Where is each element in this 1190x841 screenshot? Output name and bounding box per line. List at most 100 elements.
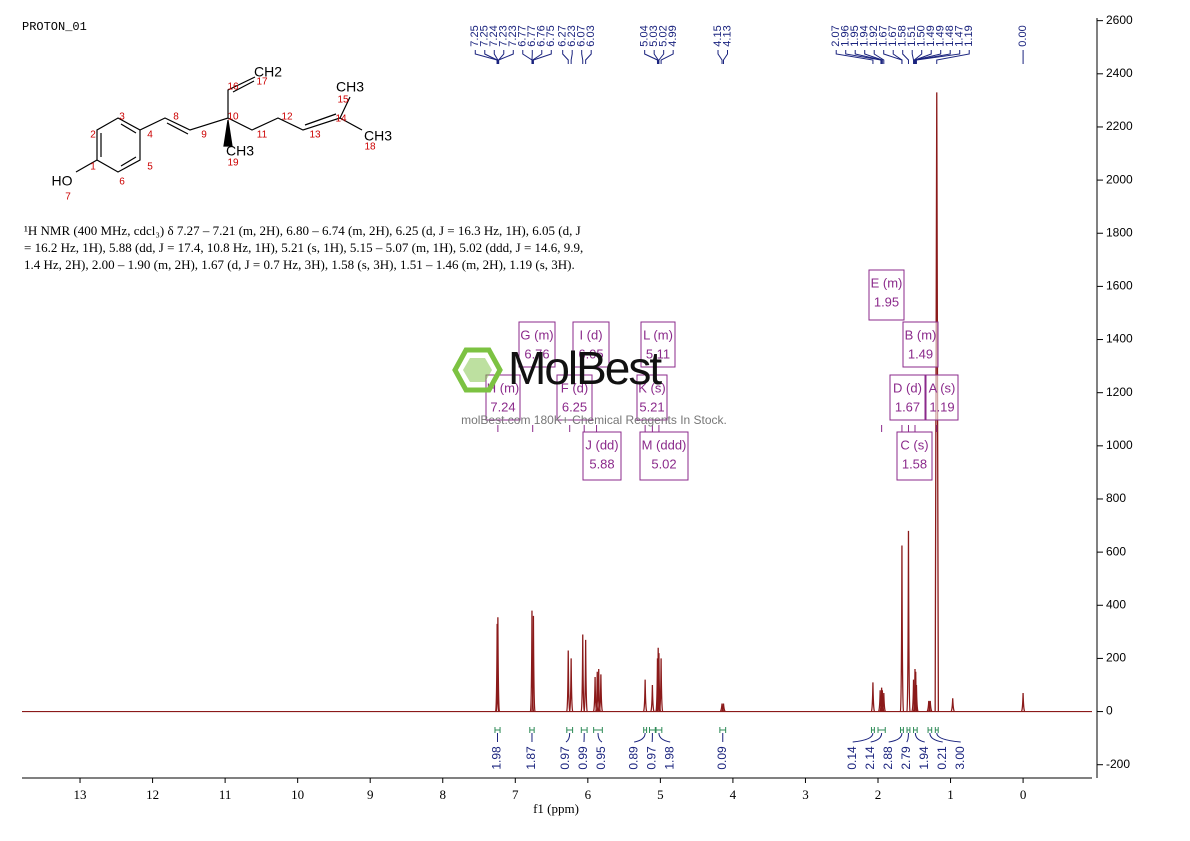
- x-tick-label: 11: [219, 787, 232, 802]
- peak-leader: [562, 50, 569, 64]
- ring-double-bonds: [100, 123, 137, 167]
- integral-range: [643, 727, 648, 733]
- multiplet-shift: 5.88: [589, 456, 614, 471]
- multiplet-shift: 5.21: [639, 399, 664, 414]
- x-tick-label: 12: [146, 787, 159, 802]
- multiplet-name: K (s): [638, 380, 665, 395]
- group-label: CH3: [336, 79, 364, 95]
- peak-leader: [915, 50, 961, 64]
- x-tick-label: 2: [875, 787, 882, 802]
- integral-range: [494, 727, 501, 733]
- peak: [495, 617, 501, 712]
- atom-number: 13: [309, 130, 321, 141]
- multiplet-name: I (d): [579, 327, 602, 342]
- peak: [906, 530, 911, 712]
- peak-label: 6.07: [576, 25, 588, 46]
- multiplet-box: [640, 321, 676, 368]
- y-tick-label: 1600: [1106, 279, 1133, 293]
- peak-label: 1.58: [897, 25, 909, 46]
- peak-leader: [914, 50, 942, 64]
- integral-label: 2.79: [899, 746, 913, 770]
- peak-label: 5.03: [648, 25, 660, 46]
- peak-leader: [498, 50, 514, 64]
- integral-range: [566, 727, 574, 733]
- peak: [881, 692, 887, 712]
- peak-leader: [644, 50, 658, 64]
- peak-label: 4.15: [712, 25, 724, 46]
- peak: [568, 658, 574, 712]
- peak-label: 1.96: [840, 25, 852, 46]
- peak: [950, 698, 955, 712]
- peak-leader: [864, 50, 883, 64]
- x-tick-label: 10: [291, 787, 304, 802]
- integral-leader: [906, 732, 909, 743]
- atom-number: 9: [201, 130, 207, 141]
- multiplet-box: [896, 431, 933, 481]
- peak-label: 0.00: [1017, 25, 1029, 46]
- group-label: HO: [52, 173, 73, 189]
- peak-leader: [653, 50, 659, 64]
- x-tick-label: 13: [74, 787, 87, 802]
- peak-leader: [493, 50, 499, 64]
- watermark-logo: MolBest: [508, 342, 662, 394]
- integral-range: [899, 727, 904, 733]
- integral-label: 0.21: [935, 746, 949, 770]
- integral-label: 0.89: [626, 746, 640, 770]
- watermark-tagline: molBest.com 180K+ Chemical Reagents In S…: [461, 413, 727, 427]
- integral-leader: [914, 732, 925, 743]
- atom-number: 4: [147, 130, 153, 141]
- group-label: CH3: [364, 128, 392, 144]
- integral-label: 1.87: [524, 746, 538, 770]
- peak: [721, 703, 726, 712]
- peak-label: 2.07: [830, 25, 842, 46]
- atom-number: 15: [337, 95, 349, 106]
- integral-leader: [597, 732, 603, 743]
- integral-range: [529, 727, 535, 733]
- x-tick-label: 8: [439, 787, 446, 802]
- atom-number: 8: [173, 112, 179, 123]
- multiplet-box: [556, 374, 593, 421]
- multiplet-shift: 1.58: [902, 456, 927, 471]
- x-tick-label: 5: [657, 787, 664, 802]
- peak: [1020, 692, 1026, 712]
- peak-label: 1.94: [859, 25, 871, 46]
- multiplet-box: [636, 374, 668, 421]
- integral-leader: [852, 732, 874, 743]
- peak: [494, 623, 500, 712]
- peak-label: 7.23: [498, 25, 510, 46]
- multiplet-shift: 6.76: [524, 346, 549, 361]
- peak-leader: [845, 50, 882, 64]
- integral-range: [719, 727, 727, 733]
- integral-label: 1.98: [490, 746, 504, 770]
- x-tick-label: 9: [367, 787, 374, 802]
- peak-leader: [892, 50, 903, 64]
- integral-leader: [658, 732, 671, 743]
- atom-number: 17: [256, 77, 268, 88]
- peak-label: 7.24: [488, 25, 500, 46]
- x-tick-label: 0: [1020, 787, 1027, 802]
- peak-leader: [498, 50, 505, 64]
- group-label: CH3: [226, 143, 254, 159]
- peak-leader: [873, 50, 885, 64]
- group-label: CH2: [254, 64, 282, 80]
- peak-leader: [585, 50, 592, 64]
- integral-label: 2.14: [863, 746, 877, 770]
- peak: [928, 700, 933, 712]
- multiplet-box: [582, 431, 622, 481]
- peak-leader: [854, 50, 883, 64]
- peak-label: 1.50: [916, 25, 928, 46]
- integral-label: 0.14: [845, 746, 859, 770]
- multiplet-name: L (m): [643, 327, 673, 342]
- peak-label: 6.76: [536, 25, 548, 46]
- integral-range: [913, 727, 918, 733]
- x-tick-label: 6: [585, 787, 592, 802]
- y-tick-label: 400: [1106, 597, 1126, 611]
- peak-label: 6.77: [526, 25, 538, 46]
- peak: [870, 682, 876, 712]
- multiplet-name: A (s): [929, 380, 956, 395]
- multiplet-box: [902, 321, 939, 368]
- peak-label: 1.48: [944, 25, 956, 46]
- logo-hexagon-inner: [463, 358, 492, 382]
- integral-leader: [565, 732, 571, 743]
